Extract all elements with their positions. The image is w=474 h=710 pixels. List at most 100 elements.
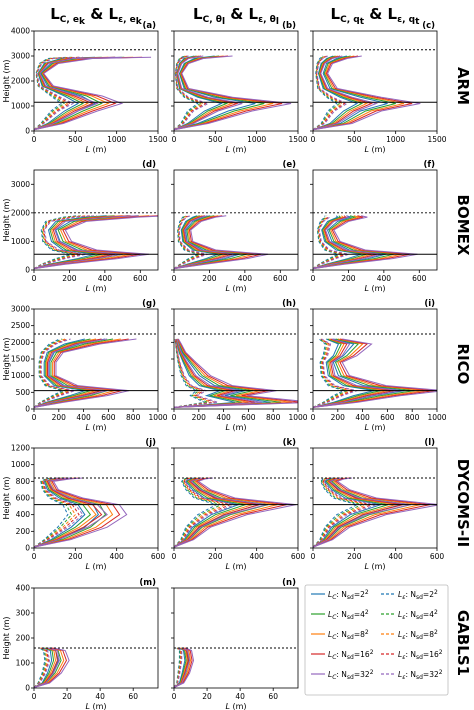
series-line (174, 647, 180, 688)
series-line (34, 338, 102, 408)
column-header: LC, ek & Lε, ek (50, 5, 143, 27)
y-tick-label: 0 (25, 127, 30, 136)
series-line (313, 55, 405, 131)
series-line (313, 477, 421, 548)
series-line (313, 338, 401, 408)
series-line (34, 215, 150, 270)
y-tick-label: 1000 (11, 237, 30, 246)
x-tick-label: 400 (250, 552, 265, 561)
series-line (313, 215, 351, 270)
series-line (174, 215, 237, 270)
axes-frame (33, 169, 159, 271)
axes-frame (33, 30, 159, 132)
series-line (174, 477, 267, 548)
x-axis-label: L (m) (225, 284, 246, 293)
x-tick-label: 1000 (386, 135, 405, 144)
y-axis-label: Height (m) (2, 198, 11, 241)
series-line (174, 55, 265, 131)
x-tick-label: 0 (32, 413, 37, 422)
column-header: LC, qt & Lε, qt (331, 5, 421, 27)
series-line (34, 338, 137, 408)
y-axis-label: Height (m) (2, 616, 11, 659)
series-line (174, 338, 262, 408)
x-axis-label: L (m) (85, 702, 106, 710)
panel-arm-1: 0 500 1000 1500 0 1000 2000 3000 4000 (a) L (m) Hei… (2, 21, 168, 154)
series-line (174, 215, 210, 270)
series-line (174, 55, 256, 131)
series-line (34, 477, 108, 548)
x-tick-label: 60 (128, 692, 138, 701)
y-axis-label: Height (m) (2, 476, 11, 519)
x-tick-label: 200 (202, 274, 217, 283)
series-line (34, 338, 108, 408)
series-line (34, 477, 84, 548)
y-tick-label: 0 (25, 405, 30, 414)
series-line (313, 55, 421, 131)
x-tick-label: 500 (208, 135, 223, 144)
x-tick-label: 800 (266, 413, 281, 422)
legend-label: LC: Nsd=22 (328, 589, 369, 601)
curve-group (174, 477, 297, 548)
x-tick-label: 0 (32, 552, 37, 561)
series-line (174, 215, 204, 269)
x-tick-label: 400 (355, 413, 370, 422)
series-line (313, 55, 388, 131)
curve-group (313, 477, 437, 548)
x-tick-label: 600 (273, 274, 288, 283)
x-tick-label: 400 (389, 552, 404, 561)
series-line (313, 55, 343, 131)
series-line (34, 56, 80, 131)
series-line (174, 647, 181, 688)
x-tick-label: 20 (62, 692, 72, 701)
series-line (313, 215, 386, 270)
x-tick-label: 200 (347, 552, 362, 561)
series-line (174, 338, 282, 408)
series-line (34, 56, 68, 131)
series-line (34, 215, 107, 270)
panel-dycoms-ii-1: 0 200 400 600 0 200 400 600 800 1000 1200 (j) L (m) H… (2, 438, 165, 571)
x-tick-label: 1000 (107, 135, 126, 144)
series-line (174, 215, 228, 270)
series-line (313, 338, 349, 408)
series-line (34, 56, 152, 131)
x-tick-label: 600 (430, 552, 445, 561)
panel-bomex-1: 0 200 400 600 0 1000 2000 3000 (d) L (m) Height (m… (2, 160, 159, 293)
series-line (174, 215, 254, 270)
series-line (34, 56, 72, 131)
panel-bomex-3: 0 200 400 600 (f) L (m) (310, 160, 438, 293)
x-tick-label: 600 (412, 274, 427, 283)
series-line (174, 215, 233, 270)
panel-label: (h) (282, 299, 296, 309)
series-line (34, 56, 83, 131)
series-line (313, 338, 352, 408)
series-line (34, 647, 60, 688)
panel-gabls1-1: 0 20 40 60 0 100 200 300 400 (m) L (m) Height (m) (2, 578, 159, 710)
series-line (313, 477, 389, 548)
series-line (174, 477, 223, 548)
series-line (174, 477, 218, 548)
x-tick-label: 0 (172, 692, 177, 701)
x-tick-label: 0 (311, 135, 316, 144)
series-line (174, 55, 199, 131)
series-line (174, 55, 202, 131)
panel-rico-2: 0 200 400 600 800 1000 (h) L (m) (171, 299, 308, 432)
case-label: GABLS1 (454, 610, 472, 676)
x-tick-label: 0 (172, 413, 177, 422)
x-tick-label: 600 (133, 274, 148, 283)
series-line (174, 55, 243, 131)
x-axis-label: L (m) (225, 562, 246, 571)
y-tick-label: 500 (16, 388, 31, 397)
legend-box (304, 584, 449, 696)
series-line (313, 55, 379, 131)
x-tick-label: 1000 (148, 413, 167, 422)
x-tick-label: 0 (172, 552, 177, 561)
panel-bomex-2: 0 200 400 600 (e) L (m) (171, 160, 299, 293)
series-line (174, 338, 219, 408)
x-tick-label: 400 (216, 413, 231, 422)
x-axis-label: L (m) (364, 562, 385, 571)
legend-label: LC: Nsd=322 (328, 669, 374, 681)
x-tick-label: 400 (76, 413, 91, 422)
legend-label: LC: Nsd=162 (328, 649, 374, 661)
series-line (34, 56, 76, 131)
x-tick-label: 1500 (427, 135, 446, 144)
